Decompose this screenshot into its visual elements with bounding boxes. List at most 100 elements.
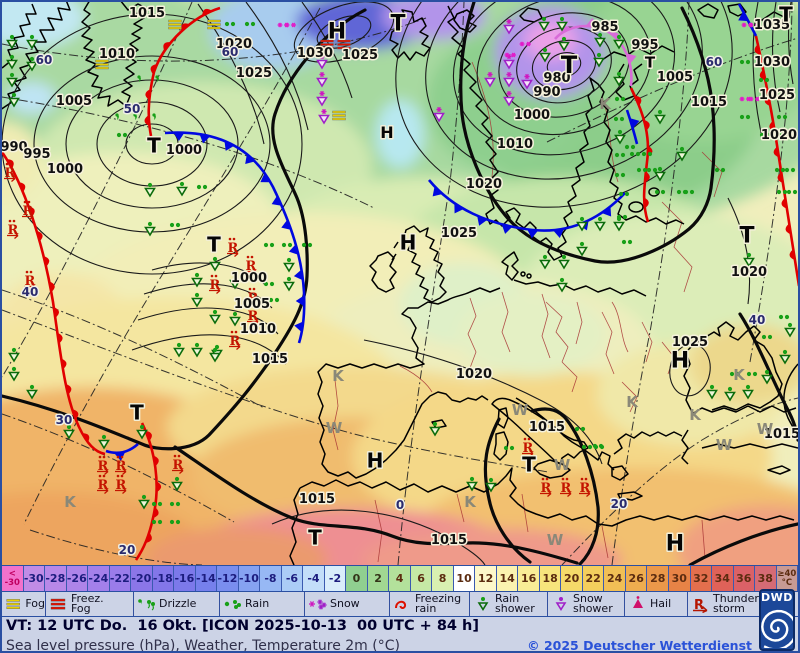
wx-r2-icon	[301, 242, 313, 248]
wx-rs-icon	[558, 254, 570, 270]
legend-item-label: Hail	[650, 596, 672, 610]
svg-text:T: T	[390, 11, 405, 36]
hail-icon	[633, 596, 643, 608]
pressure-center-labels: H T T T T T H H T T H T T H H T	[129, 2, 795, 558]
dwd-logo-text: DWD	[761, 591, 793, 604]
scale-cell: 20	[561, 566, 583, 591]
svg-text:K: K	[332, 367, 345, 385]
svg-text:980: 980	[543, 71, 570, 86]
svg-text:T: T	[645, 54, 656, 72]
svg-text:995: 995	[631, 38, 658, 53]
svg-text:R: R	[23, 204, 34, 219]
dwd-spiral-icon	[761, 610, 798, 651]
wx-rs-icon	[485, 477, 497, 493]
wx-ss-icon	[316, 90, 328, 107]
wx-rs-icon	[209, 256, 221, 272]
legend-item-drizzle: Drizzle	[134, 592, 220, 616]
wx-rs-icon	[26, 34, 38, 50]
wx-fg-icon	[168, 19, 182, 30]
wx-rs-icon	[538, 16, 550, 32]
country-borders	[332, 61, 723, 563]
wx-rs-icon	[743, 252, 755, 268]
wx-ts-icon: R	[24, 270, 36, 290]
wx-r2-icon	[774, 167, 786, 173]
scale-cell: -8	[260, 566, 282, 591]
svg-text:1015: 1015	[764, 427, 798, 442]
svg-text:R: R	[228, 241, 239, 256]
wx-ss-icon	[318, 108, 330, 125]
svg-text:W: W	[757, 420, 774, 438]
svg-text:K: K	[689, 406, 702, 424]
scale-cell: 6	[410, 566, 433, 591]
svg-text:H: H	[367, 449, 384, 473]
wx-r2-icon	[618, 191, 630, 197]
svg-text:1025: 1025	[759, 88, 795, 103]
snow-shower-icon	[555, 597, 567, 612]
wx-rs-icon	[6, 54, 18, 70]
svg-text:1005: 1005	[657, 70, 693, 85]
freezing-rain-icon	[395, 600, 407, 609]
svg-text:W: W	[554, 456, 571, 474]
wx-r2-icon	[776, 114, 788, 120]
wx-fg-icon	[332, 110, 346, 121]
svg-text:1015: 1015	[129, 6, 165, 21]
scale-cell: -20	[131, 566, 153, 591]
svg-text:1035: 1035	[754, 18, 790, 33]
svg-text:W: W	[716, 436, 733, 454]
chart-subtitle: Sea level pressure (hPa), Weather, Tempe…	[6, 637, 400, 653]
svg-text:1000: 1000	[166, 143, 202, 158]
wx-dz-icon	[133, 113, 137, 120]
svg-text:R: R	[116, 478, 127, 493]
svg-text:1020: 1020	[731, 265, 767, 280]
svg-text:1020: 1020	[456, 367, 492, 382]
scale-cell: -24	[88, 566, 110, 591]
legend-item-label: Rain	[245, 596, 270, 610]
svg-text:1025: 1025	[672, 335, 708, 350]
wx-rs-icon	[26, 384, 38, 400]
svg-text:R: R	[98, 459, 109, 474]
scale-cell: -10	[238, 566, 261, 591]
wx-rs-icon	[136, 424, 148, 440]
wx-ts-icon: R	[579, 477, 591, 497]
legend-item-hail: Hail	[625, 592, 688, 616]
scale-cell: -2	[324, 566, 347, 591]
scale-cell: 36	[733, 566, 756, 591]
scale-cell: -18	[152, 566, 175, 591]
wx-rs-icon	[558, 36, 570, 52]
temperature-field	[2, 2, 798, 565]
wx-ss-icon	[484, 71, 496, 88]
svg-text:H: H	[400, 231, 417, 255]
isobar-labels: 1015101010051020102599099510001000100010…	[2, 5, 798, 550]
wx-rs-icon	[191, 272, 203, 288]
svg-text:50: 50	[124, 102, 141, 116]
wx-rs-icon	[576, 241, 588, 257]
legend-item-snow: Snow	[305, 592, 390, 616]
svg-text:1025: 1025	[441, 226, 477, 241]
wx-r2-icon	[636, 167, 648, 173]
wx-rs-icon	[229, 274, 241, 290]
wx-ts-icon: R	[522, 437, 534, 457]
wx-r2-icon	[151, 519, 163, 525]
svg-text:60: 60	[36, 53, 53, 67]
svg-text:H: H	[666, 531, 684, 556]
wx-rs-icon	[144, 221, 156, 237]
wx-rs-icon	[209, 309, 221, 325]
weather-symbol-legend: Fog Freez. Fog Drizzle Rain Snow Freezing rai…	[2, 592, 798, 617]
wx-r2-icon	[244, 21, 256, 27]
wx-rs-icon	[556, 277, 568, 293]
wx-rs-icon	[654, 166, 666, 182]
scale-cell: 14	[496, 566, 519, 591]
svg-text:R: R	[248, 309, 259, 324]
svg-text:W: W	[547, 531, 564, 549]
wx-fg-icon	[95, 59, 109, 70]
wx-sn-icon	[284, 22, 296, 28]
scale-cell: 4	[389, 566, 411, 591]
legend-item-fog: Fog	[2, 592, 46, 616]
svg-text:1020: 1020	[216, 37, 252, 52]
svg-text:1025: 1025	[342, 48, 378, 63]
svg-text:1015: 1015	[299, 492, 335, 507]
wx-r2-icon	[776, 132, 788, 138]
svg-text:20: 20	[611, 497, 628, 511]
